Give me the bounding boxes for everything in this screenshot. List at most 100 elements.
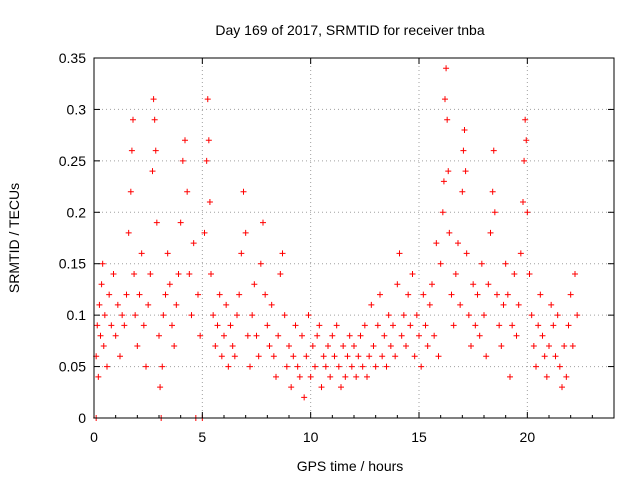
data-point bbox=[474, 291, 481, 298]
data-point bbox=[431, 332, 438, 339]
data-point bbox=[316, 322, 323, 329]
data-point bbox=[398, 332, 405, 339]
y-tick-label: 0 bbox=[78, 410, 86, 426]
x-tick-label: 15 bbox=[411, 429, 427, 445]
data-point bbox=[422, 322, 429, 329]
y-tick-label: 0.35 bbox=[59, 50, 86, 66]
data-point bbox=[242, 229, 249, 236]
x-tick-label: 20 bbox=[520, 429, 536, 445]
data-point bbox=[396, 250, 403, 257]
data-point bbox=[143, 363, 149, 370]
data-point bbox=[329, 332, 336, 339]
data-point bbox=[569, 343, 576, 349]
data-point bbox=[173, 301, 180, 308]
data-point bbox=[483, 353, 490, 360]
data-point bbox=[270, 353, 277, 360]
data-point bbox=[234, 312, 240, 319]
data-point bbox=[543, 373, 550, 380]
data-point bbox=[331, 353, 338, 360]
data-point bbox=[179, 157, 186, 164]
data-point bbox=[257, 260, 264, 267]
data-point bbox=[440, 178, 447, 185]
data-point bbox=[526, 271, 533, 277]
data-point bbox=[177, 219, 184, 226]
data-point bbox=[485, 281, 492, 288]
data-point bbox=[159, 363, 166, 370]
data-point bbox=[327, 373, 334, 380]
data-point bbox=[502, 260, 509, 267]
data-point bbox=[517, 250, 524, 257]
data-point bbox=[312, 363, 318, 370]
data-point bbox=[147, 271, 154, 277]
data-point bbox=[338, 384, 344, 391]
data-point bbox=[433, 240, 440, 247]
data-point bbox=[366, 353, 373, 360]
data-point bbox=[216, 291, 223, 298]
data-point bbox=[260, 219, 266, 226]
data-point bbox=[128, 147, 135, 154]
data-point bbox=[160, 312, 167, 319]
data-point bbox=[201, 229, 208, 236]
data-point bbox=[240, 188, 247, 195]
data-point bbox=[563, 373, 570, 380]
data-point bbox=[214, 322, 221, 329]
data-point bbox=[169, 322, 175, 329]
data-point bbox=[537, 291, 544, 298]
data-point bbox=[368, 301, 375, 308]
data-point bbox=[121, 322, 128, 329]
data-point bbox=[403, 343, 409, 349]
data-point bbox=[236, 291, 243, 298]
data-point bbox=[541, 353, 548, 360]
data-point bbox=[556, 363, 563, 370]
data-point bbox=[112, 332, 119, 339]
data-point bbox=[136, 291, 143, 298]
data-point bbox=[546, 343, 552, 349]
data-point bbox=[515, 301, 522, 308]
data-point bbox=[364, 373, 370, 380]
data-point bbox=[290, 353, 297, 360]
data-point bbox=[162, 291, 169, 298]
data-point bbox=[175, 271, 182, 277]
data-point bbox=[461, 127, 468, 133]
data-point bbox=[377, 291, 383, 298]
data-point bbox=[559, 384, 565, 391]
data-point bbox=[299, 332, 305, 339]
data-point bbox=[535, 322, 542, 329]
data-point bbox=[151, 116, 158, 123]
data-point bbox=[325, 343, 331, 349]
data-point bbox=[130, 116, 136, 123]
y-axis-label: SRMTID / TECUs bbox=[6, 183, 22, 293]
data-point bbox=[446, 229, 453, 236]
data-point bbox=[411, 353, 418, 360]
data-point bbox=[268, 301, 275, 308]
data-point bbox=[405, 291, 412, 298]
data-point bbox=[522, 116, 529, 123]
data-point bbox=[462, 168, 469, 175]
y-tick-label: 0.25 bbox=[59, 153, 86, 169]
data-point bbox=[206, 199, 213, 205]
data-point bbox=[305, 312, 312, 319]
data-point bbox=[381, 332, 388, 339]
data-point bbox=[455, 240, 461, 247]
data-point bbox=[197, 332, 204, 339]
data-point bbox=[489, 188, 496, 195]
data-point bbox=[443, 65, 450, 72]
data-point bbox=[227, 322, 234, 329]
data-point bbox=[521, 157, 528, 164]
data-point bbox=[567, 291, 574, 298]
data-point bbox=[450, 322, 457, 329]
data-point bbox=[157, 384, 164, 391]
data-point bbox=[481, 312, 487, 319]
data-point bbox=[487, 229, 494, 236]
data-point bbox=[145, 301, 152, 308]
data-point bbox=[429, 281, 435, 288]
data-point bbox=[101, 312, 108, 319]
data-point bbox=[125, 229, 132, 236]
data-point bbox=[335, 363, 342, 370]
data-point bbox=[494, 291, 500, 298]
data-point bbox=[131, 271, 138, 277]
data-point bbox=[383, 363, 390, 370]
data-point bbox=[153, 219, 160, 226]
data-point bbox=[322, 363, 329, 370]
data-point bbox=[513, 332, 520, 339]
